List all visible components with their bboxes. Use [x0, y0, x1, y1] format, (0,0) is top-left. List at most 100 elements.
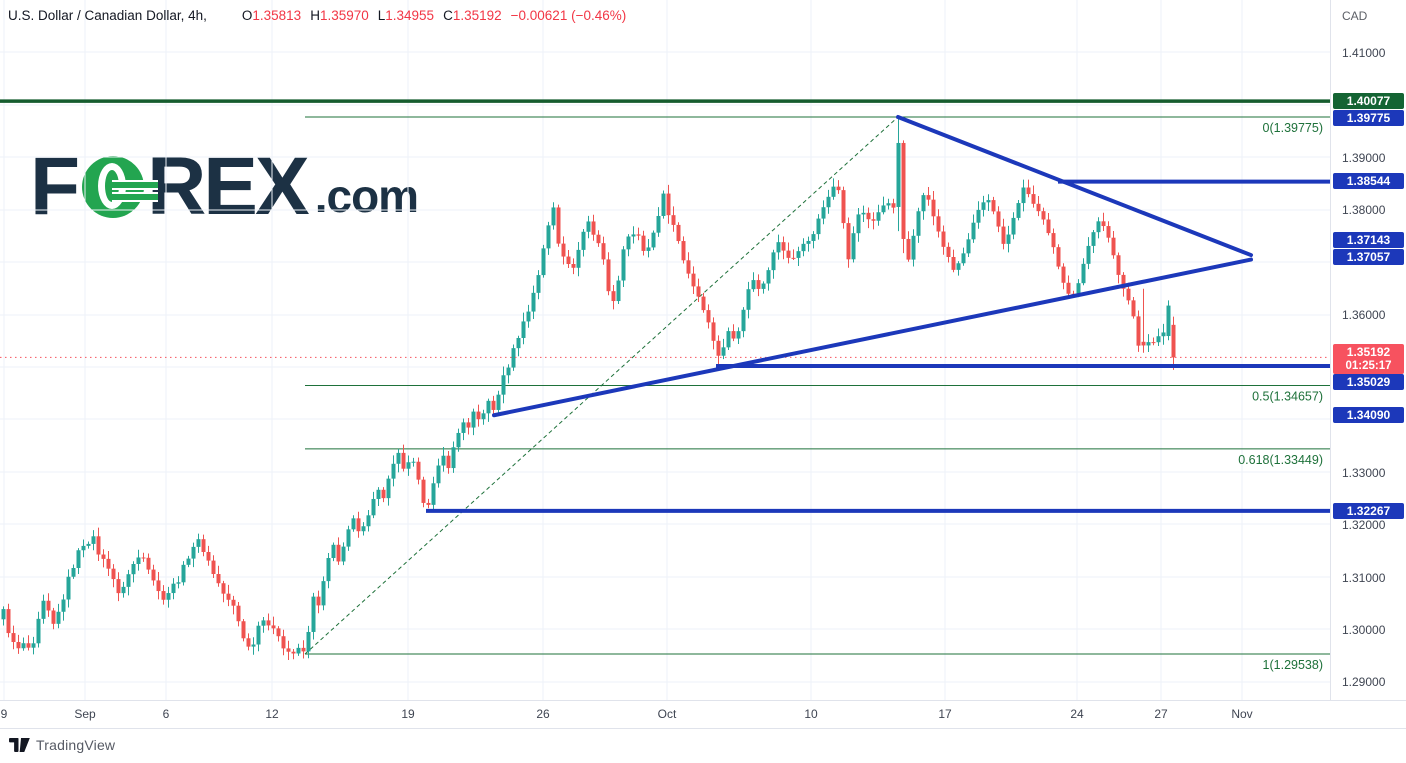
candle-body [681, 241, 686, 261]
candle-body [871, 219, 876, 221]
candle-body [421, 479, 426, 503]
candle-body [31, 643, 36, 648]
candle-body [741, 309, 746, 332]
candle-body [906, 238, 911, 260]
candle-body [36, 618, 41, 644]
candle-body [671, 215, 676, 225]
price-axis-label: 1.30000 [1342, 623, 1386, 637]
candle-body [191, 546, 196, 559]
candle-body [341, 546, 346, 562]
candle-body [1066, 282, 1071, 294]
candle-body [371, 498, 376, 516]
candle-body [401, 452, 406, 469]
candle-body [751, 280, 756, 290]
candle-body [316, 596, 321, 606]
candle-body [536, 275, 541, 293]
candle-body [916, 211, 921, 236]
time-axis-label: Oct [657, 707, 677, 721]
time-axis-label: 27 [1154, 707, 1168, 721]
candle-body [811, 234, 816, 241]
candle-body [26, 643, 31, 648]
candle-body [136, 557, 141, 565]
price-axis-label: 1.38000 [1342, 203, 1386, 217]
candle-body [781, 242, 786, 251]
candle-body [386, 478, 391, 499]
candle-body [841, 190, 846, 224]
candle-body [246, 638, 251, 647]
candle-body [896, 142, 901, 207]
candle-body [756, 280, 761, 289]
candle-body [561, 243, 566, 257]
candle-body [586, 221, 591, 232]
candle-body [1046, 219, 1051, 234]
candle-body [886, 203, 891, 206]
candle-body [961, 253, 966, 264]
candle-body [1171, 324, 1176, 358]
candle-body [1081, 263, 1086, 284]
price-axis-label: 1.31000 [1342, 571, 1386, 585]
candle-body [661, 193, 666, 216]
price-axis[interactable]: CAD 1.41000 1.39000 1.38000 1.36000 1.33000 1… [1330, 0, 1406, 727]
candle-body [116, 579, 121, 594]
tradingview-attribution[interactable]: TradingView [9, 737, 115, 753]
candlestick-chart[interactable]: 0(1.39775) 0.5(1.34657) 0.618(1.33449) 1(1.… [0, 0, 1330, 700]
candle-body [361, 526, 366, 532]
candle-body [276, 628, 281, 637]
candle-body [1001, 226, 1006, 244]
candle-body [426, 502, 431, 505]
candle-body [606, 259, 611, 292]
forex-coin-icon [82, 156, 159, 218]
candle-body [416, 461, 421, 480]
symbol-title[interactable]: U.S. Dollar / Canadian Dollar, 4h, [8, 8, 207, 23]
candle-body [1141, 341, 1146, 346]
candle-body [476, 411, 481, 420]
tradingview-icon [9, 738, 30, 752]
time-axis[interactable]: 9 Sep 6 12 19 26 Oct 10 17 24 27 Nov [0, 700, 1406, 729]
candle-body [41, 600, 46, 619]
candle-body [1041, 211, 1046, 220]
candle-body [216, 574, 221, 584]
candle-body [991, 200, 996, 212]
candle-body [126, 574, 131, 587]
candle-body [66, 576, 71, 600]
candle-body [221, 583, 226, 594]
candle-body [676, 224, 681, 242]
candle-body [866, 212, 871, 220]
candle-body [831, 186, 836, 197]
candle-body [766, 270, 771, 284]
candle-body [1076, 283, 1081, 294]
candle-body [986, 200, 991, 203]
candle-body [686, 260, 691, 274]
candle-body [21, 643, 26, 649]
price-level-badge: 1.40077 [1333, 93, 1404, 109]
candle-body [171, 583, 176, 594]
candle-body [226, 593, 231, 600]
candle-body [436, 465, 441, 484]
candle-body [271, 625, 276, 629]
price-level-badge: 1.38544 [1333, 173, 1404, 189]
candle-body [976, 209, 981, 223]
candle-body [156, 580, 161, 592]
candle-body [1, 609, 6, 620]
price-pane[interactable]: F REX .com 0(1.39775) 0.5(1.34657) 0.618(1… [0, 0, 1330, 700]
candle-body [941, 231, 946, 247]
candle-body [1121, 274, 1126, 289]
candle-body [571, 264, 576, 268]
candle-body [351, 518, 356, 530]
candle-body [801, 243, 806, 252]
candle-body [336, 544, 341, 562]
candle-body [921, 195, 926, 212]
candle-body [601, 243, 606, 260]
candle-body [656, 215, 661, 233]
candle-body [396, 452, 401, 464]
candle-body [441, 455, 446, 466]
candle-body [996, 211, 1001, 227]
candle-body [451, 447, 456, 469]
candle-body [166, 593, 171, 600]
price-axis-label: 1.36000 [1342, 308, 1386, 322]
candle-body [846, 223, 851, 260]
candle-body [591, 221, 596, 235]
candle-body [1106, 226, 1111, 238]
candle-body [456, 432, 461, 448]
candle-body [541, 248, 546, 276]
